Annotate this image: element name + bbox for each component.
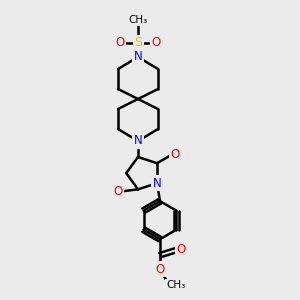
Text: N: N (134, 134, 142, 148)
Text: N: N (153, 177, 161, 190)
Text: CH₃: CH₃ (128, 15, 148, 25)
Text: CH₃: CH₃ (167, 280, 186, 290)
Text: O: O (170, 148, 180, 161)
Text: O: O (152, 37, 160, 50)
Text: O: O (113, 185, 123, 198)
Text: O: O (116, 37, 124, 50)
Text: N: N (134, 50, 142, 64)
Text: S: S (134, 37, 142, 50)
Text: O: O (176, 243, 186, 256)
Text: O: O (155, 263, 165, 276)
